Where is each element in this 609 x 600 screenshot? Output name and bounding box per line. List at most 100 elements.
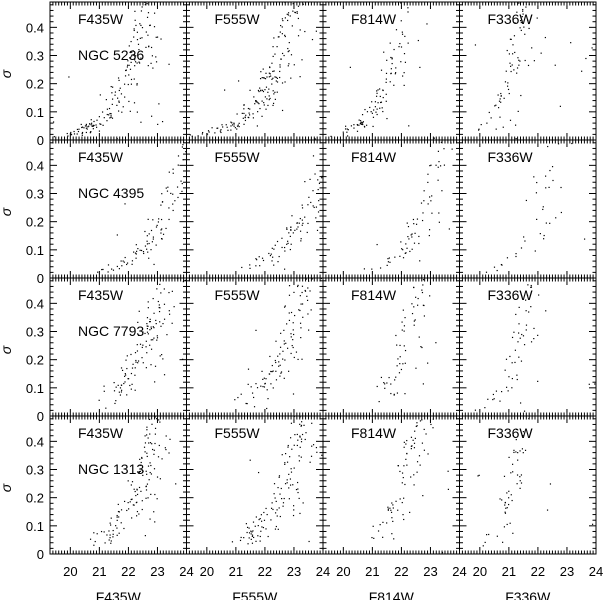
data-point: [127, 83, 129, 86]
data-point: [237, 124, 239, 126]
data-point: [519, 402, 522, 404]
data-point: [363, 125, 366, 128]
data-point: [277, 261, 279, 263]
data-point: [92, 124, 94, 126]
data-point: [402, 75, 404, 77]
data-point: [110, 113, 112, 115]
data-point: [284, 305, 286, 307]
data-point: [117, 77, 120, 79]
data-point: [250, 538, 252, 540]
data-point: [149, 418, 151, 421]
data-point: [271, 502, 273, 504]
data-point: [120, 391, 123, 393]
data-point: [161, 354, 163, 356]
x-tick-label: 23: [287, 564, 301, 579]
data-point: [294, 229, 296, 231]
data-point: [411, 236, 413, 238]
data-point: [135, 253, 137, 255]
data-point: [121, 369, 124, 371]
data-point: [263, 104, 265, 106]
data-point: [300, 438, 303, 440]
data-point: [527, 284, 529, 286]
data-point: [116, 527, 118, 529]
data-point: [330, 135, 332, 137]
data-point: [381, 107, 383, 109]
data-point: [279, 70, 281, 73]
data-point: [165, 448, 167, 451]
data-point: [158, 444, 160, 447]
data-point-outlier: [396, 392, 399, 394]
data-point: [110, 540, 112, 542]
data-point: [130, 372, 133, 375]
data-point: [90, 122, 93, 124]
data-point: [511, 64, 513, 66]
data-point: [152, 238, 154, 240]
data-point: [296, 222, 298, 224]
data-point: [147, 325, 149, 327]
data-point: [248, 116, 250, 119]
data-point: [371, 536, 373, 539]
data-point: [414, 232, 416, 234]
data-point: [150, 464, 152, 467]
data-point: [148, 479, 150, 481]
data-point: [116, 519, 118, 521]
data-point: [299, 322, 302, 324]
data-point: [301, 303, 304, 305]
y-tick-label: 0.2: [26, 491, 44, 506]
data-point: [168, 171, 170, 173]
data-point: [288, 294, 291, 296]
data-point: [291, 344, 293, 347]
data-point: [495, 390, 498, 392]
data-point: [293, 333, 295, 336]
data-point: [520, 94, 522, 97]
data-point: [118, 391, 120, 393]
data-point: [144, 230, 146, 233]
data-point: [515, 313, 517, 316]
data-point: [504, 512, 507, 514]
data-point: [488, 533, 490, 536]
data-point: [130, 353, 132, 356]
data-point: [142, 470, 144, 472]
data-point: [297, 285, 299, 288]
data-point: [400, 46, 403, 48]
data-point: [289, 437, 292, 439]
data-point: [391, 533, 393, 535]
data-point: [142, 474, 144, 477]
data-point: [316, 229, 319, 231]
data-point: [416, 461, 419, 463]
data-point: [90, 124, 92, 126]
data-point: [275, 370, 277, 372]
data-point: [402, 476, 404, 479]
data-point: [265, 528, 267, 530]
data-point-outlier: [447, 470, 449, 472]
data-point: [90, 119, 92, 121]
data-point: [400, 241, 402, 243]
data-point: [555, 217, 557, 219]
data-point: [158, 304, 160, 306]
data-point: [148, 257, 150, 259]
panel-filter-title: F336W: [488, 425, 534, 441]
data-point: [253, 536, 255, 539]
data-point: [155, 61, 158, 63]
data-point: [293, 509, 295, 511]
data-point: [526, 294, 529, 296]
x-tick-label: 22: [121, 564, 135, 579]
data-point: [310, 201, 312, 204]
data-point: [304, 30, 306, 33]
data-point: [147, 333, 149, 335]
data-point: [393, 84, 395, 86]
data-point: [138, 61, 140, 63]
data-point: [136, 250, 138, 252]
data-point: [518, 64, 520, 66]
data-point: [160, 232, 162, 234]
data-point: [182, 281, 185, 283]
data-point: [123, 375, 126, 377]
data-point-outlier: [390, 509, 392, 511]
data-point: [146, 452, 148, 454]
data-point: [133, 54, 136, 56]
data-point: [509, 355, 511, 358]
data-point: [523, 236, 525, 238]
data-point: [274, 76, 276, 78]
data-point-outlier: [583, 238, 586, 240]
